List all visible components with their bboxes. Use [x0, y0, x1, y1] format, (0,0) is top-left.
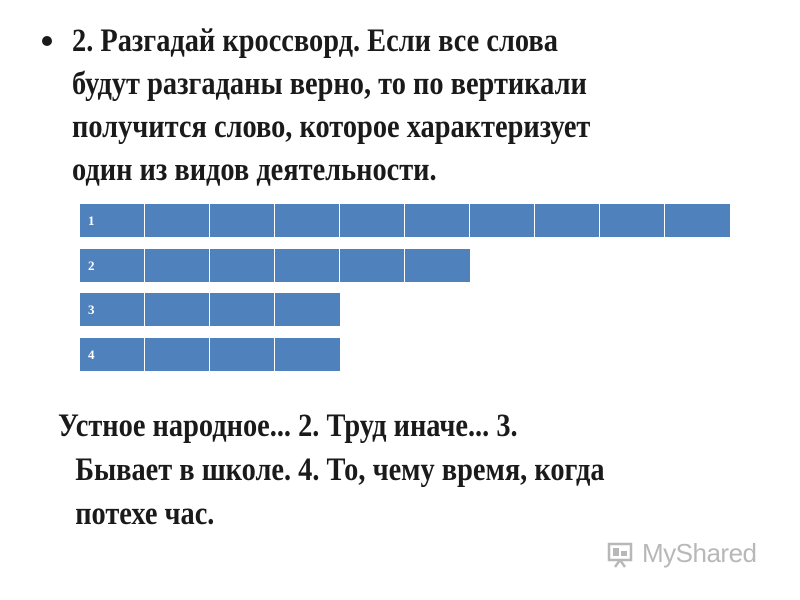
- crossword-cell[interactable]: [665, 204, 730, 237]
- crossword-cell[interactable]: [600, 204, 665, 237]
- row-number: 2: [88, 258, 95, 273]
- crossword-cell[interactable]: [210, 204, 275, 237]
- clue-line: Устное народное... 2. Труд иначе... 3.: [58, 408, 518, 444]
- clues-text: Устное народное... 2. Труд иначе... 3. Б…: [58, 404, 763, 536]
- crossword-cell[interactable]: [340, 204, 405, 237]
- crossword-cell[interactable]: 2: [80, 249, 145, 282]
- row-number: 4: [88, 347, 95, 362]
- crossword-cell[interactable]: [405, 249, 470, 282]
- crossword-cell[interactable]: [470, 204, 535, 237]
- crossword-cell[interactable]: [275, 204, 340, 237]
- task-line: будут разгаданы верно, то по вертикали: [72, 66, 587, 102]
- crossword-cell[interactable]: [340, 249, 405, 282]
- projector-screen-icon: [607, 542, 633, 568]
- task-line: 2. Разгадай кроссворд. Если все слова: [72, 23, 558, 59]
- crossword-cell[interactable]: 4: [80, 338, 145, 371]
- task-text: 2. Разгадай кроссворд. Если все слова бу…: [72, 20, 665, 192]
- crossword-cell[interactable]: [145, 338, 210, 371]
- crossword-cell[interactable]: [275, 293, 340, 326]
- watermark-text: MyShared: [642, 538, 757, 568]
- crossword-cell[interactable]: [145, 204, 210, 237]
- crossword-row: 1: [80, 204, 730, 237]
- crossword-cell[interactable]: [210, 293, 275, 326]
- row-number: 1: [88, 213, 95, 228]
- clue-line: Бывает в школе. 4. То, чему время, когда: [75, 452, 605, 488]
- row-number: 3: [88, 302, 95, 317]
- task-block: 2. Разгадай кроссворд. Если все слова бу…: [42, 20, 762, 192]
- crossword-cell[interactable]: 3: [80, 293, 145, 326]
- crossword-row: 3: [80, 293, 340, 326]
- task-line: получится слово, которое характеризует: [72, 109, 591, 145]
- watermark-logo: MyShared: [606, 538, 757, 569]
- crossword-cell[interactable]: [145, 293, 210, 326]
- clue-line: потехе час.: [75, 496, 215, 532]
- crossword-cell[interactable]: [535, 204, 600, 237]
- crossword-cell[interactable]: [210, 338, 275, 371]
- crossword-cell[interactable]: [210, 249, 275, 282]
- crossword-row: 4: [80, 338, 340, 371]
- bullet-dot: [42, 36, 52, 46]
- crossword-cell[interactable]: [275, 249, 340, 282]
- crossword-cell[interactable]: [405, 204, 470, 237]
- crossword-cell[interactable]: [275, 338, 340, 371]
- crossword-cell[interactable]: [145, 249, 210, 282]
- crossword-cell[interactable]: 1: [80, 204, 145, 237]
- task-line: один из видов деятельности.: [72, 152, 437, 188]
- crossword-row: 2: [80, 249, 470, 282]
